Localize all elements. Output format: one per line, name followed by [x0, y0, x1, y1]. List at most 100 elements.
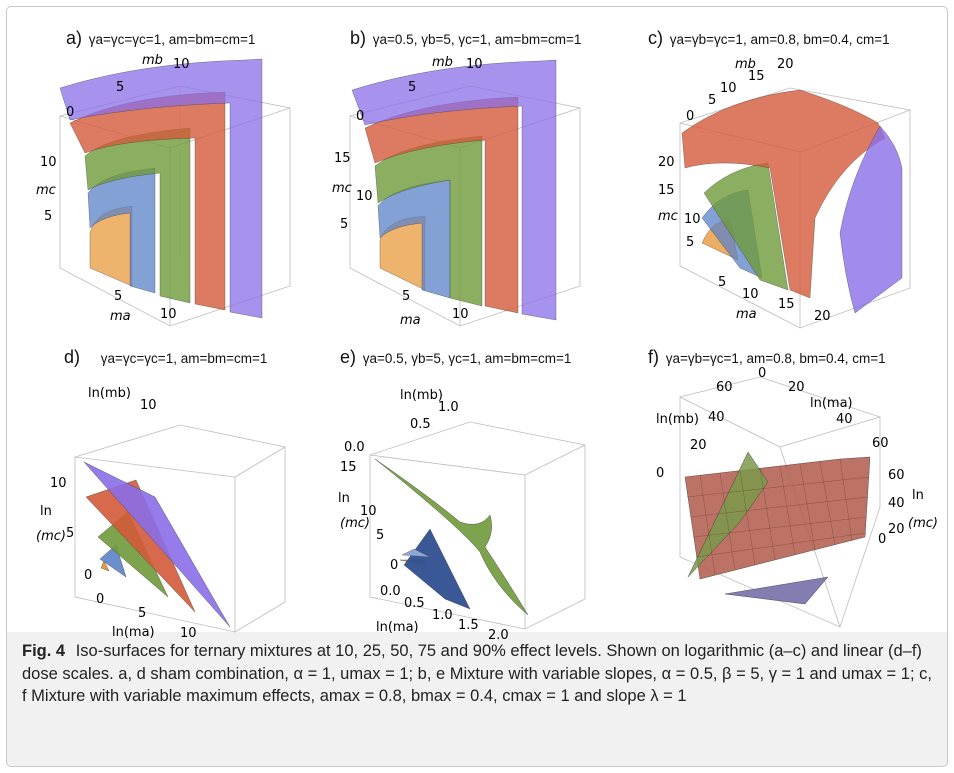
tick-mb-10: 10 [173, 57, 190, 72]
tick-lnmc-15: 15 [340, 460, 357, 475]
axis-mb-label: mb [142, 53, 163, 68]
panel-d-plot: ln(mb) 10 10 ln (mc) 5 0 0 5 10 ln(ma) [36, 386, 286, 641]
axis-mb-label: mb [432, 55, 453, 70]
axis-lnmc-label-2: (mc) [340, 516, 370, 531]
tick-lnmb-60: 60 [716, 380, 733, 395]
tick-lnmc-40: 40 [888, 496, 905, 511]
tick-lnma-0: 0 [96, 592, 104, 607]
panel-c-title: c) γa=γb=γc=1, am=0.8, bm=0.4, cm=1 [648, 28, 890, 49]
tick-lnma-1.0: 1.0 [432, 608, 453, 623]
tick-mb-0: 0 [686, 109, 694, 124]
tick-mb-0: 0 [66, 105, 74, 120]
tick-ma-5: 5 [402, 289, 410, 304]
tick-mb-0: 0 [356, 109, 364, 124]
axis-lnmc-label-2: (mc) [908, 516, 938, 531]
tick-lnmb-0.0: 0.0 [344, 440, 365, 455]
isosurface-layers [374, 458, 529, 616]
axis-lnmc-label-1: ln [912, 488, 924, 503]
tick-mc-10: 10 [684, 212, 701, 227]
tick-mb-10: 10 [720, 81, 737, 96]
tick-lnmb-0.5: 0.5 [410, 417, 431, 432]
tick-lnma-20: 20 [788, 380, 805, 395]
tick-lnmc-5: 5 [376, 528, 384, 543]
axis-lnmb-label: ln(mb) [656, 412, 699, 427]
panel-c-plot: mb 20 15 10 5 0 20 15 mc 10 5 5 10 15 20… [658, 57, 911, 329]
tick-ma-10: 10 [742, 287, 759, 302]
isosurface-layers [351, 59, 557, 321]
tick-mc-5: 5 [340, 217, 348, 232]
tick-lnmb-1.0: 1.0 [438, 400, 459, 415]
tick-mc-15: 15 [334, 151, 351, 166]
tick-mb-5: 5 [116, 80, 124, 95]
tick-lnma-60: 60 [872, 436, 889, 451]
caption-label: Fig. 4 [22, 642, 66, 660]
tick-mc-20: 20 [658, 155, 675, 170]
panel-e-title: e) γa=0.5, γb=5, γc=1, am=bm=cm=1 [340, 347, 571, 368]
tick-mb-5: 5 [408, 80, 416, 95]
panel-f-title: f) γa=γb=γc=1, am=0.8, bm=0.4, cm=1 [648, 347, 886, 368]
tick-mb-20: 20 [777, 57, 794, 72]
tick-lnmb-20: 20 [690, 438, 707, 453]
panel-e-plot: ln(mb) 1.0 0.5 0.0 15 ln (mc) 10 5 0 0.0… [338, 388, 586, 643]
axis-mc-label: mc [36, 183, 56, 198]
panel-a-plot: mb 10 5 0 10 mc 5 5 10 ma [36, 53, 291, 327]
tick-ma-15: 15 [778, 297, 795, 312]
tick-lnmc-0: 0 [390, 558, 398, 573]
tick-lnma-0.0: 0.0 [380, 584, 401, 599]
tick-lnmc-0: 0 [84, 568, 92, 583]
panel-e-letter: e) [340, 347, 357, 367]
panel-d-title: d) γa=γc=γc=1, am=bm=cm=1 [64, 347, 267, 368]
tick-lnmc-0: 0 [878, 532, 886, 547]
tick-lnmc-10: 10 [360, 504, 377, 519]
panel-d-letter: d) [64, 347, 81, 367]
tick-lnma-2.0: 2.0 [488, 628, 509, 643]
tick-lnma-0.5: 0.5 [404, 596, 425, 611]
tick-ma-10: 10 [160, 307, 177, 322]
panel-d-params: γa=γc=γc=1, am=bm=cm=1 [100, 351, 268, 366]
panel-b-title: b) γa=0.5, γb=5, γc=1, am=bm=cm=1 [350, 28, 581, 49]
panel-b: b) γa=0.5, γb=5, γc=1, am=bm=cm=1 mb 10 … [330, 28, 640, 358]
panel-f: f) γa=γb=γc=1, am=0.8, bm=0.4, cm=1 ln(m… [640, 347, 950, 677]
tick-lnma-10: 10 [180, 626, 197, 641]
panel-f-letter: f) [648, 347, 659, 367]
tick-mc-5: 5 [44, 209, 52, 224]
isosurface-layers [681, 89, 903, 314]
axis-lnmc-label-1: ln [338, 491, 350, 506]
axis-mb-label: mb [735, 57, 756, 72]
tick-lnma-0: 0 [758, 366, 766, 381]
panel-a-title: a) γa=γc=γc=1, am=bm=cm=1 [66, 28, 255, 49]
caption-text: Iso-surfaces for ternary mixtures at 10,… [22, 642, 932, 705]
axis-lnmc-label-1: ln [40, 504, 52, 519]
panel-b-plot: mb 10 5 0 15 mc 10 5 5 10 ma [332, 55, 581, 328]
axis-lnmc-label-2: (mc) [36, 529, 66, 544]
tick-lnma-40: 40 [836, 412, 853, 427]
tick-lnmc-20: 20 [888, 522, 905, 537]
tick-lnmc-10: 10 [50, 476, 67, 491]
figure-frame [6, 6, 948, 767]
tick-mc-10: 10 [356, 189, 373, 204]
tick-mb-5: 5 [708, 93, 716, 108]
tick-lnmb-0: 0 [656, 466, 664, 481]
tick-ma-20: 20 [814, 309, 831, 324]
panel-c: c) γa=γb=γc=1, am=0.8, bm=0.4, cm=1 mb 2… [640, 28, 950, 358]
tick-mc-10: 10 [40, 155, 57, 170]
tick-mc-5: 5 [686, 235, 694, 250]
tick-lnmc-5: 5 [66, 526, 74, 541]
panel-a: a) γa=γc=γc=1, am=bm=cm=1 mb 10 5 0 10 m… [30, 28, 340, 358]
tick-ma-10: 10 [452, 307, 469, 322]
tick-lnmb-10: 10 [140, 398, 157, 413]
axis-lnmb-label: ln(mb) [400, 388, 443, 403]
tick-lnmc-60: 60 [888, 468, 905, 483]
panel-e-params: γa=0.5, γb=5, γc=1, am=bm=cm=1 [362, 351, 572, 366]
axis-mc-label: mc [332, 181, 352, 196]
axis-lnmb-label: ln(mb) [88, 386, 131, 401]
axis-ma-label: ma [400, 313, 421, 328]
axis-ma-label: ma [110, 309, 131, 324]
isosurface-layers [59, 58, 263, 319]
panel-c-letter: c) [648, 28, 663, 48]
axis-lnma-label: ln(ma) [112, 625, 155, 640]
caption-background [6, 632, 948, 767]
panel-f-plot: ln(mb) 60 40 20 0 0 20 ln(ma) 40 60 60 4… [656, 366, 938, 628]
tick-ma-5: 5 [718, 275, 726, 290]
panel-f-params: γa=γb=γc=1, am=0.8, bm=0.4, cm=1 [665, 351, 886, 366]
